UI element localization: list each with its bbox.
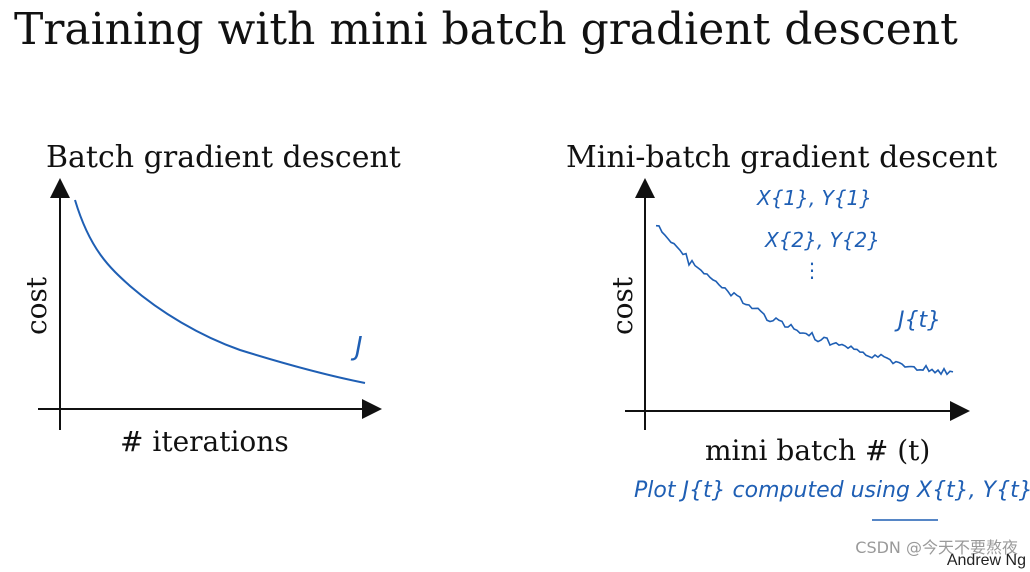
right-x-axis-label: mini batch # (t): [705, 434, 931, 467]
left-cost-curve: [74, 199, 366, 384]
note-minibatch-2: X{2}, Y{2}: [765, 228, 880, 252]
left-curve-label: J: [355, 332, 363, 362]
note-minibatch-1: X{1}, Y{1}: [757, 186, 872, 210]
right-cost-curve: [655, 224, 954, 376]
plot-note: Plot J{t} computed using X{t}, Y{t}: [634, 478, 1030, 503]
left-x-axis-label: # iterations: [120, 425, 289, 458]
right-chart-title: Mini-batch gradient descent: [566, 140, 998, 175]
right-curve-label: J{t}: [898, 308, 942, 333]
note-ellipsis: ⋮: [802, 258, 822, 282]
left-chart-title: Batch gradient descent: [46, 140, 401, 175]
author-credit: Andrew Ng: [946, 552, 1026, 569]
watermark: CSDN @今天不要熬夜: [855, 538, 1018, 557]
slide-title: Training with mini batch gradient descen…: [14, 4, 958, 55]
